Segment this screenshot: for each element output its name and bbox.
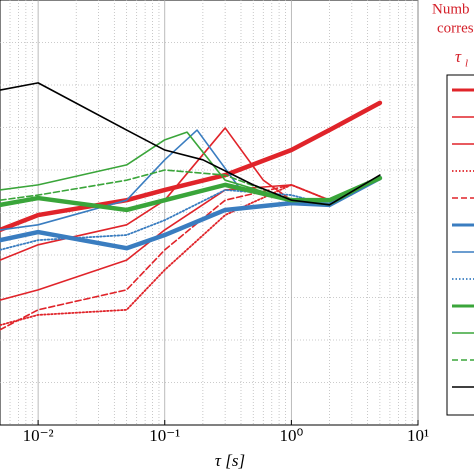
legend-symbol-sub: l (465, 58, 468, 70)
x-tick-label: 10⁻² (23, 426, 54, 445)
series-line (0, 177, 381, 331)
legend-box (446, 74, 474, 416)
x-axis-label: τ [s] (215, 451, 245, 470)
series-line (0, 82, 381, 206)
series-line (0, 175, 383, 213)
x-tick-label: 10⁻¹ (149, 426, 180, 445)
x-tick-label: 10⁰ (279, 426, 303, 445)
legend-symbol: τ (455, 47, 462, 66)
legend-title: Numb (432, 1, 470, 17)
series-line (0, 169, 381, 206)
legend-title: corres (437, 20, 474, 36)
series-line (0, 100, 383, 233)
x-tick-label: 10¹ (407, 426, 429, 445)
series-line (0, 177, 381, 251)
